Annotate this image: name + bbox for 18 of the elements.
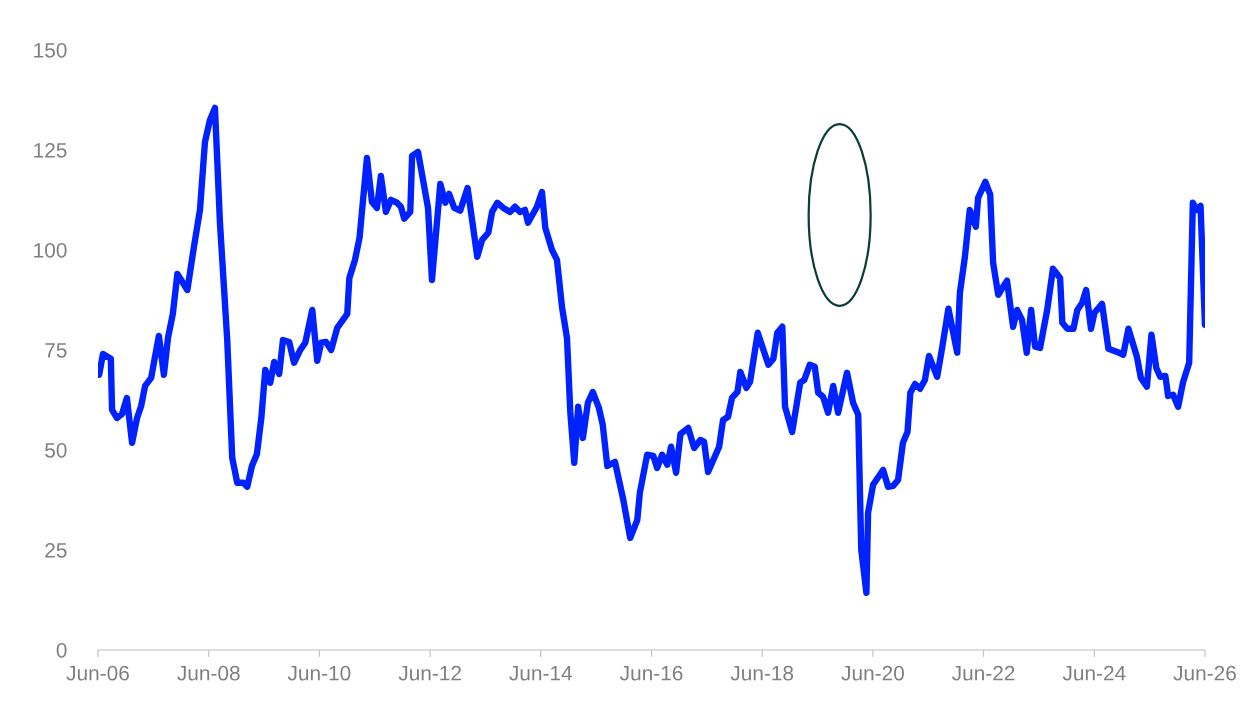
y-tick-label: 75 xyxy=(45,343,67,358)
x-tick-label: Jun-14 xyxy=(509,666,572,681)
y-tick-label: 125 xyxy=(34,142,67,158)
x-tick-label: Jun-12 xyxy=(398,665,461,681)
y-tick-label: 25 xyxy=(45,542,67,558)
x-tick-label: Jun-24 xyxy=(1062,665,1126,681)
x-tick-label: Jun-26 xyxy=(1173,665,1236,681)
x-tick-label: Jun-06 xyxy=(66,665,129,681)
y-tick-label: 100 xyxy=(34,242,67,258)
y-tick-label: 0 xyxy=(56,642,67,658)
y-tick-label: 50 xyxy=(45,442,67,458)
x-tick-label: Jun-18 xyxy=(730,665,794,681)
x-tick-label: Jun-16 xyxy=(620,665,683,681)
x-tick-label: Jun-20 xyxy=(841,665,904,681)
x-tick-label: Jun-08 xyxy=(177,665,240,681)
x-tick-label: Jun-10 xyxy=(287,665,351,681)
y-tick-label: 150 xyxy=(34,42,67,58)
x-tick-label: Jun-22 xyxy=(952,665,1015,681)
